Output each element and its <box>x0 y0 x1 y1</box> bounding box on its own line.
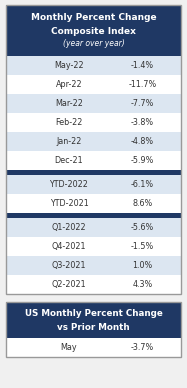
Bar <box>6 75 181 94</box>
Bar <box>6 237 181 256</box>
Bar <box>6 218 181 237</box>
Bar <box>6 170 181 175</box>
Text: Q3-2021: Q3-2021 <box>52 261 86 270</box>
Bar <box>6 302 181 338</box>
Text: Monthly Percent Change: Monthly Percent Change <box>31 14 156 23</box>
Text: -4.8%: -4.8% <box>131 137 154 146</box>
Text: -1.5%: -1.5% <box>131 242 154 251</box>
Text: Feb-22: Feb-22 <box>55 118 83 127</box>
Text: May-22: May-22 <box>54 61 84 70</box>
Text: (year over year): (year over year) <box>63 38 124 47</box>
Text: -7.7%: -7.7% <box>131 99 154 108</box>
Text: Composite Index: Composite Index <box>51 26 136 35</box>
Text: Jan-22: Jan-22 <box>56 137 82 146</box>
Text: YTD-2022: YTD-2022 <box>50 180 88 189</box>
Text: Q2-2021: Q2-2021 <box>52 280 86 289</box>
Bar <box>6 302 181 357</box>
Text: -1.4%: -1.4% <box>131 61 154 70</box>
Bar <box>6 56 181 75</box>
Text: May: May <box>61 343 77 352</box>
Bar <box>6 5 181 294</box>
Bar <box>6 132 181 151</box>
Text: Mar-22: Mar-22 <box>55 99 83 108</box>
Bar <box>6 275 181 294</box>
Bar <box>6 151 181 170</box>
Text: 8.6%: 8.6% <box>132 199 153 208</box>
Bar <box>6 175 181 194</box>
Bar <box>6 51 181 56</box>
Text: -5.9%: -5.9% <box>131 156 154 165</box>
Text: YTD-2021: YTD-2021 <box>50 199 88 208</box>
Text: Q4-2021: Q4-2021 <box>52 242 86 251</box>
Bar <box>6 338 181 357</box>
Bar <box>6 194 181 213</box>
Text: -6.1%: -6.1% <box>131 180 154 189</box>
Text: -11.7%: -11.7% <box>128 80 157 89</box>
Bar <box>6 94 181 113</box>
Text: -3.7%: -3.7% <box>131 343 154 352</box>
Bar <box>6 5 181 51</box>
Text: Q1-2022: Q1-2022 <box>52 223 86 232</box>
Text: vs Prior Month: vs Prior Month <box>57 324 130 333</box>
Bar <box>6 213 181 218</box>
Bar <box>6 256 181 275</box>
Text: -3.8%: -3.8% <box>131 118 154 127</box>
Text: US Monthly Percent Change: US Monthly Percent Change <box>25 309 162 319</box>
Text: Apr-22: Apr-22 <box>56 80 82 89</box>
Bar <box>6 113 181 132</box>
Text: 1.0%: 1.0% <box>132 261 153 270</box>
Text: -5.6%: -5.6% <box>131 223 154 232</box>
Text: Dec-21: Dec-21 <box>55 156 83 165</box>
Text: 4.3%: 4.3% <box>132 280 153 289</box>
